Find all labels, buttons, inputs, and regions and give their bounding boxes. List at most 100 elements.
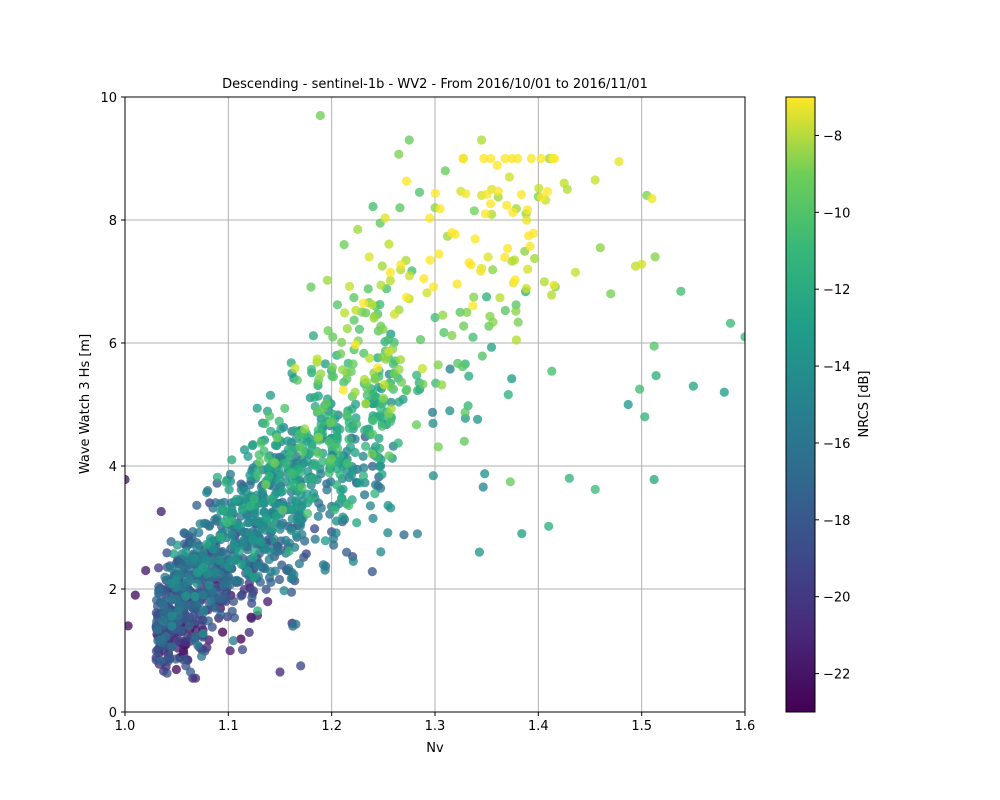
data-point [370,374,380,384]
colorbar-tick-label: −22 [823,668,850,683]
data-point [289,570,299,580]
data-point [275,667,285,677]
data-point [502,200,512,210]
data-point [274,574,285,585]
data-point [335,469,345,479]
data-point [350,447,360,458]
data-point [198,629,208,639]
data-point [460,407,470,417]
data-point [430,188,440,198]
data-point [480,469,490,479]
data-point [218,627,228,637]
data-point [291,496,301,506]
data-point [404,271,415,281]
data-point [348,465,358,475]
y-tick-label: 10 [100,91,117,106]
data-point [225,580,235,590]
data-point [394,397,404,407]
data-point [351,305,361,315]
data-point [517,529,527,539]
data-point [173,606,183,616]
data-point [198,590,208,600]
data-point [167,642,177,652]
data-point [227,606,237,616]
data-point [507,374,517,384]
data-point [261,513,271,523]
data-point [350,387,360,397]
data-point [350,340,360,350]
data-point [474,547,484,557]
data-point [267,518,277,528]
data-point [606,289,616,299]
data-point [330,505,340,515]
data-point [359,463,369,473]
data-point [303,508,313,519]
data-point [305,449,315,459]
data-point [332,300,342,310]
data-point [326,454,336,464]
data-point [478,482,488,492]
data-point [367,299,377,310]
data-point [459,436,469,446]
data-point [458,153,468,164]
data-point [151,646,161,656]
data-point [189,611,199,621]
data-point [523,205,533,215]
data-point [225,646,235,656]
data-point [194,527,204,538]
data-point [302,456,312,466]
data-point [263,453,273,463]
data-point [650,252,660,262]
data-point [377,261,387,271]
data-point [513,317,523,327]
data-point [331,528,341,538]
data-point [458,362,468,372]
data-point [249,547,260,557]
data-point [125,474,130,485]
data-point [285,504,295,514]
data-point [232,575,242,585]
data-point [192,543,202,553]
data-point [277,505,288,515]
data-point [313,425,323,435]
data-point [358,471,369,481]
data-point [349,315,359,325]
data-point [386,503,396,513]
data-point [243,451,253,461]
data-point [152,625,162,635]
data-point [265,411,275,421]
data-point [468,301,478,311]
data-point [246,613,257,624]
data-point [316,369,326,379]
data-point [338,385,348,395]
data-point [402,292,412,302]
data-point [227,455,237,465]
data-point [313,406,323,416]
data-point [167,621,177,631]
data-point [362,390,372,400]
data-point [236,591,246,601]
data-point [260,418,270,429]
data-point [311,461,321,471]
data-point [258,498,268,508]
data-point [470,234,480,244]
y-tick-label: 4 [109,460,117,475]
data-point [156,656,166,666]
data-point [216,610,226,620]
data-point [488,265,498,275]
colorbar-label: NRCS [dB] [857,371,872,438]
data-point [184,621,194,631]
data-point [324,437,334,447]
data-point [178,654,188,665]
data-point [171,664,181,675]
data-point [411,420,422,430]
data-point [297,482,307,492]
data-point [193,640,203,650]
data-point [291,619,301,629]
data-point [590,484,600,494]
data-point [280,403,290,413]
data-point [318,560,328,570]
data-point [339,240,349,250]
data-point [526,153,537,164]
data-point [434,249,444,259]
